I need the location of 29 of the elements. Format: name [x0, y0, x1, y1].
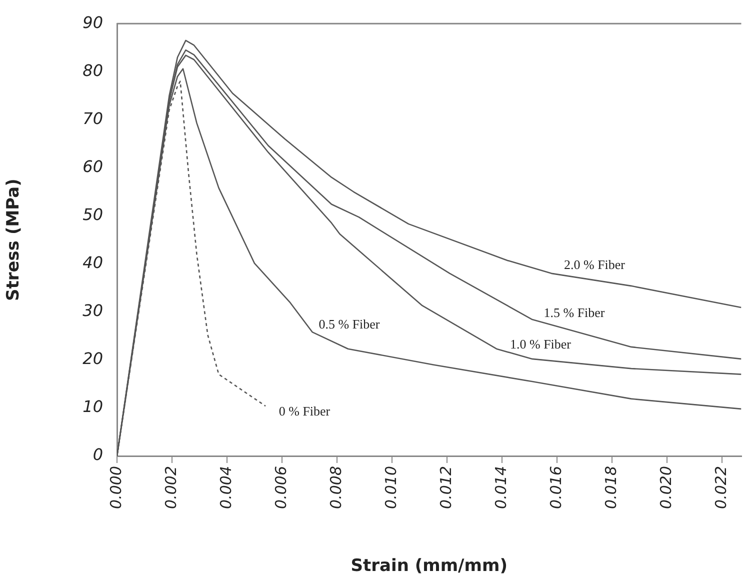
y-tick-label: 90	[82, 12, 103, 32]
y-tick-label: 0	[92, 445, 103, 464]
y-tick-label: 20	[82, 349, 103, 368]
y-tick-label: 70	[82, 108, 103, 128]
x-tick-label: 0.002	[162, 466, 180, 509]
y-tick-label: 10	[82, 397, 103, 416]
x-tick-label: 0.020	[656, 466, 675, 509]
y-tick-label: 30	[82, 301, 103, 320]
x-tick-label: 0.012	[436, 466, 455, 509]
y-axis-title: Stress (MPa)	[4, 178, 24, 301]
series-label: 1.0 % Fiber	[510, 336, 572, 352]
series-label: 1.5 % Fiber	[544, 304, 606, 320]
x-tick-label: 0.016	[546, 466, 565, 509]
x-tick-label: 0.018	[602, 466, 620, 509]
series-label: 0 % Fiber	[278, 403, 331, 418]
y-tick-label: 40	[82, 252, 103, 272]
x-tick-label: 0.022	[712, 466, 730, 509]
x-tick-label: 0.010	[382, 466, 400, 509]
series-label: 0.5 % Fiber	[318, 316, 380, 332]
x-tick-label: 0.004	[216, 466, 235, 509]
y-tick-label: 80	[82, 60, 103, 80]
x-axis-title: Strain (mm/mm)	[350, 556, 508, 576]
x-tick-label: 0.006	[272, 466, 290, 509]
y-tick-label: 50	[82, 204, 103, 224]
x-tick-label: 0.014	[492, 466, 510, 509]
x-tick-label: 0.008	[326, 466, 345, 509]
x-tick-label: 0.000	[106, 466, 125, 509]
y-tick-label: 60	[82, 156, 103, 176]
series-label: 2.0 % Fiber	[564, 256, 626, 272]
